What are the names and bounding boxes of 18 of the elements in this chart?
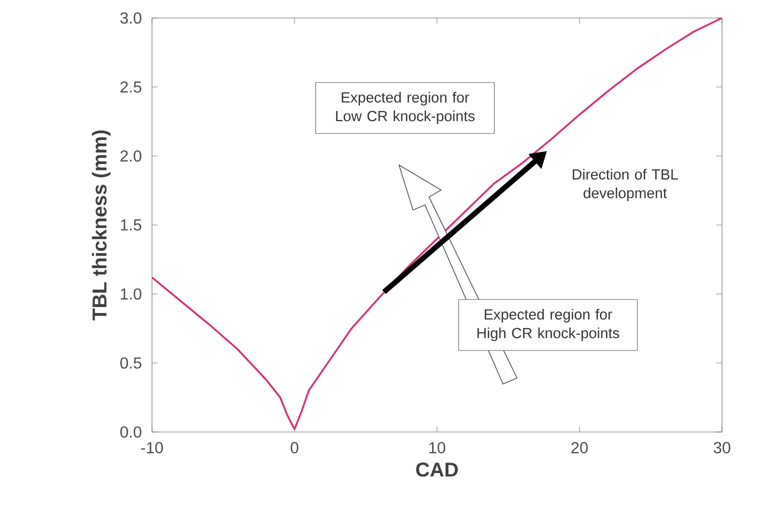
x-axis-title: CAD [416, 462, 458, 477]
x-tick-label: 10 [429, 442, 446, 454]
annotation: Expected region for Low CR knock-points [336, 92, 475, 124]
x-tick-label: 20 [571, 442, 588, 454]
y-tick-label: 2.5 [120, 81, 142, 93]
y-tick-label: 0.0 [120, 426, 142, 438]
y-tick-label: 0.5 [120, 357, 142, 369]
x-tick-label: 0 [290, 442, 298, 454]
annotation: Expected region for High CR knock-points [477, 308, 620, 342]
y-tick-label: 3.0 [120, 12, 142, 24]
x-tick-label: -10 [141, 442, 163, 454]
y-tick-label: 1.0 [120, 288, 142, 300]
line-series [152, 18, 722, 430]
y-tick-label: 1.5 [120, 219, 142, 231]
y-axis-title: TBL thickness (mm) [92, 130, 111, 320]
y-tick-label: 2.0 [120, 150, 142, 162]
x-tick-label: 30 [714, 442, 730, 454]
annotation: Direction of TBL development [572, 168, 678, 202]
